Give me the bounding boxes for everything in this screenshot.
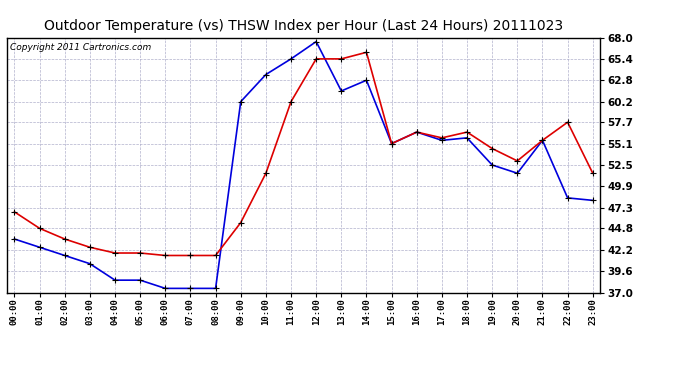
Text: Copyright 2011 Cartronics.com: Copyright 2011 Cartronics.com — [10, 43, 151, 52]
Text: Outdoor Temperature (vs) THSW Index per Hour (Last 24 Hours) 20111023: Outdoor Temperature (vs) THSW Index per … — [44, 19, 563, 33]
